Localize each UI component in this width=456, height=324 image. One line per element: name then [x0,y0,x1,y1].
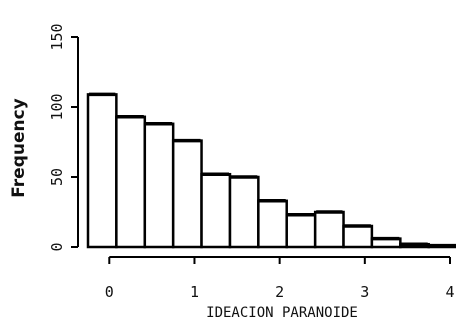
histogram-bar [313,210,345,249]
histogram-bar [115,115,147,249]
histogram-bar [171,139,203,249]
histogram-bar [86,93,118,249]
y-axis: 0 50 100 150 [48,23,79,252]
histogram-bar [200,172,232,249]
x-tick-label: 4 [445,283,454,301]
y-tick-label: 150 [48,23,66,50]
y-tick-label: 50 [48,168,66,186]
histogram-bar [257,199,288,249]
histogram-bar [342,224,374,249]
x-tick-label: 1 [190,283,199,301]
y-tick-label: 100 [48,93,66,120]
x-tick-label: 0 [105,283,114,301]
histogram-bar [143,122,175,249]
x-axis-title: IDEACION PARANOIDE [206,305,358,321]
x-tick-label: 2 [275,283,284,301]
x-axis: 0 1 2 3 4 [105,256,455,301]
y-tick-label: 0 [48,242,66,251]
y-axis-title: Frequency [9,98,29,198]
histogram-bar [285,213,317,249]
histogram-bar [228,175,260,249]
x-tick-label: 3 [360,283,369,301]
histogram-bars [86,92,456,249]
